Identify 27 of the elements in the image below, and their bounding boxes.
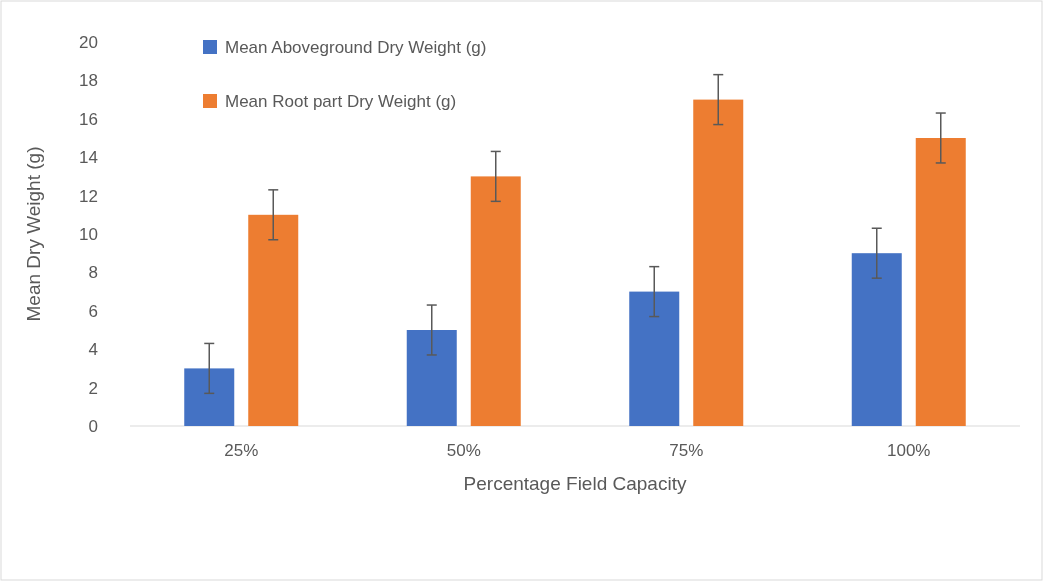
x-axis-title: Percentage Field Capacity	[463, 473, 687, 494]
bar	[693, 99, 744, 426]
x-tick-label: 50%	[446, 441, 481, 460]
y-tick-label: 2	[88, 378, 98, 398]
x-tick-label: 100%	[887, 441, 931, 460]
y-tick-label: 4	[88, 340, 98, 360]
bar	[406, 330, 457, 426]
legend-label: Mean Root part Dry Weight (g)	[225, 91, 457, 111]
y-tick-label: 8	[88, 263, 98, 283]
y-tick-label: 14	[79, 148, 98, 168]
bar	[248, 214, 299, 426]
bar	[470, 176, 521, 426]
bar	[851, 253, 902, 426]
y-tick-label: 16	[79, 109, 98, 129]
bar	[184, 368, 235, 426]
y-tick-label: 0	[88, 416, 98, 436]
bar	[915, 138, 966, 426]
x-tick-label: 25%	[224, 441, 259, 460]
bar	[629, 291, 680, 426]
y-tick-label: 20	[79, 32, 98, 52]
x-tick-label: 75%	[669, 441, 704, 460]
legend-label: Mean Aboveground Dry Weight (g)	[225, 37, 487, 57]
y-tick-label: 12	[79, 186, 98, 206]
y-tick-label: 6	[88, 301, 98, 321]
y-tick-label: 10	[79, 224, 98, 244]
y-tick-label: 18	[79, 71, 98, 91]
y-axis-title: Mean Dry Weight (g)	[23, 146, 44, 322]
